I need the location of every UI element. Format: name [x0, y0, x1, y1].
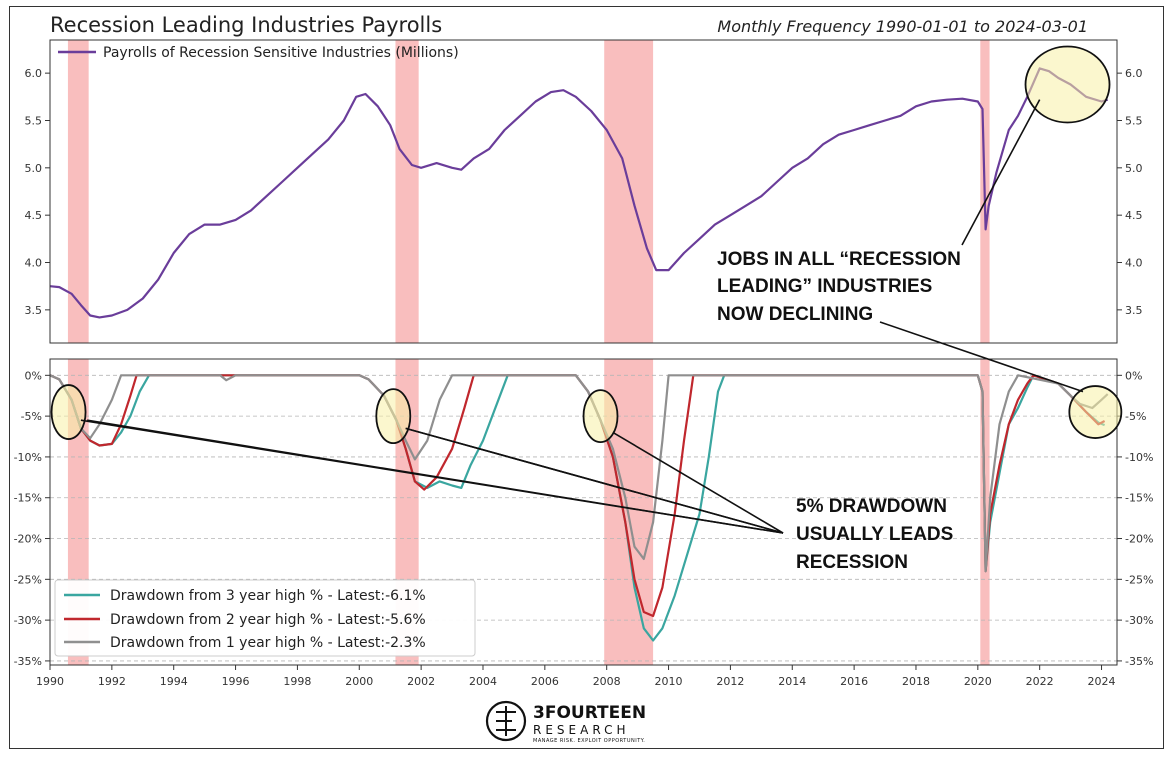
annotation-top-line-2: LEADING” INDUSTRIES [717, 276, 932, 297]
chart-title: Recession Leading Industries Payrolls [50, 13, 442, 37]
drawdown-xtick-label: 1996 [222, 675, 250, 688]
drawdown-ytick-label-left: -10% [14, 451, 42, 464]
drawdown-xtick-label: 2010 [655, 675, 683, 688]
payrolls-ytick-label-left: 4.5 [25, 209, 43, 222]
drawdown-ytick-label-right: -25% [1125, 573, 1153, 586]
legend-label-dd1: Drawdown from 1 year high % - Latest:-2.… [110, 635, 426, 651]
payrolls-recession-band-2 [604, 40, 654, 343]
drawdown-xtick-label: 2022 [1026, 675, 1054, 688]
payrolls-ytick-label-right: 3.5 [1125, 304, 1143, 317]
drawdown-ytick-label-left: 0% [25, 369, 42, 382]
legend-box [54, 579, 476, 657]
drawdown-ytick-label-left: -30% [14, 614, 42, 627]
drawdown-xtick-label: 2006 [531, 675, 559, 688]
payrolls-ytick-label-right: 5.5 [1125, 114, 1143, 127]
payrolls-panel: 3.5 3.5 4.0 4.0 4.5 4.5 5.0 5.0 5.5 5.5 6.0 6.0 [25, 39, 1143, 344]
payrolls-ytick-label-right: 6.0 [1125, 67, 1143, 80]
payrolls-ytick-label-left: 5.0 [25, 162, 43, 175]
annotation-top-line-3: NOW DECLINING [717, 304, 873, 325]
payrolls-ytick-label-left: 4.0 [25, 257, 43, 270]
annotation-pointer-line-4 [405, 427, 784, 534]
drawdown-xtick-label: 2008 [593, 675, 621, 688]
drawdown-xtick-label: 2004 [469, 675, 497, 688]
annotation-pointer-line-5 [612, 431, 784, 534]
chart-subtitle: Monthly Frequency 1990-01-01 to 2024-03-… [717, 17, 1088, 36]
annotation-drawdown-leads: 5% DRAWDOWN USUALLY LEADS RECESSION [796, 496, 953, 573]
highlight-2001-drawdown [375, 388, 412, 445]
drawdown-plot-frame [49, 358, 1118, 666]
legend-label-payrolls: Payrolls of Recession Sensitive Industri… [103, 45, 459, 61]
drawdown-series-line-2 [49, 374, 1109, 573]
drawdown-xtick-label: 2018 [902, 675, 930, 688]
drawdown-xtick-label: 2000 [345, 675, 373, 688]
drawdown-xtick-label: 2024 [1088, 675, 1116, 688]
payrolls-recession-band-0 [67, 40, 89, 343]
highlight-recent-peak [1024, 45, 1111, 124]
highlight-1990-drawdown [50, 384, 87, 440]
annotation-bottom-line-2: USUALLY LEADS [796, 524, 953, 545]
drawdown-ytick-label-left: -15% [14, 492, 42, 505]
drawdown-ytick-label-right: 0% [1125, 369, 1142, 382]
highlight-2023-drawdown [1068, 385, 1123, 439]
annotation-bottom-line-3: RECESSION [796, 552, 908, 573]
drawdown-xtick-label: 1998 [283, 675, 311, 688]
payrolls-plot-frame [49, 39, 1118, 344]
legend-label-dd2: Drawdown from 2 year high % - Latest:-5.… [110, 612, 426, 628]
drawdown-xtick-label: 1994 [160, 675, 188, 688]
annotation-jobs-declining: JOBS IN ALL “RECESSION LEADING” INDUSTRI… [717, 249, 961, 325]
payrolls-ytick-label-right: 4.0 [1125, 257, 1143, 270]
brand-name: 3FOURTEEN [533, 703, 646, 723]
legend-label-dd3: Drawdown from 3 year high % - Latest:-6.… [110, 588, 426, 604]
drawdown-ytick-label-left: -35% [14, 655, 42, 668]
annotation-top-line-1: JOBS IN ALL “RECESSION [717, 249, 961, 270]
brand-logo-circle [485, 700, 527, 742]
drawdown-ytick-label-right: -5% [1125, 410, 1146, 423]
brand-logo-mark-icon [496, 706, 516, 736]
brand-tagline: MANAGE RISK. EXPLOIT OPPORTUNITY. [533, 738, 645, 744]
payrolls-ytick-label-left: 6.0 [25, 67, 43, 80]
drawdown-xtick-label: 2012 [716, 675, 744, 688]
annotation-pointer-line-extra [86, 419, 784, 534]
drawdown-xtick-label: 2002 [407, 675, 435, 688]
payrolls-recession-band-1 [395, 40, 419, 343]
drawdown-ytick-label-right: -10% [1125, 451, 1153, 464]
payrolls-legend: Payrolls of Recession Sensitive Industri… [58, 45, 459, 61]
payrolls-ytick-label-right: 5.0 [1125, 162, 1143, 175]
drawdown-ytick-label-left: -25% [14, 573, 42, 586]
drawdown-ytick-label-right: -15% [1125, 492, 1153, 505]
drawdown-ytick-label-left: -20% [14, 533, 42, 546]
drawdown-ytick-label-left: -5% [21, 410, 42, 423]
payrolls-ytick-label-left: 3.5 [25, 304, 43, 317]
drawdown-xtick-label: 2020 [964, 675, 992, 688]
highlight-2007-drawdown [582, 389, 619, 444]
annotation-pointer-line-0 [961, 99, 1041, 246]
payrolls-series-line-0 [49, 67, 1109, 319]
annotation-pointer-line-1 [879, 321, 1084, 393]
drawdown-xtick-label: 1992 [98, 675, 126, 688]
drawdown-ytick-label-right: -35% [1125, 655, 1153, 668]
drawdown-legend: Drawdown from 3 year high % - Latest:-6.… [54, 579, 476, 657]
brand-sub: RESEARCH [533, 723, 629, 737]
payrolls-ytick-label-left: 5.5 [25, 114, 43, 127]
drawdown-xtick-label: 1990 [36, 675, 64, 688]
drawdown-xtick-label: 2014 [778, 675, 806, 688]
drawdown-xtick-label: 2016 [840, 675, 868, 688]
payrolls-ytick-label-right: 4.5 [1125, 209, 1143, 222]
annotation-bottom-line-1: 5% DRAWDOWN [796, 496, 947, 517]
brand-logo: 3FOURTEEN RESEARCH MANAGE RISK. EXPLOIT … [485, 700, 646, 744]
annotation-overlays [50, 45, 1123, 534]
drawdown-ytick-label-right: -20% [1125, 533, 1153, 546]
drawdown-ytick-label-right: -30% [1125, 614, 1153, 627]
